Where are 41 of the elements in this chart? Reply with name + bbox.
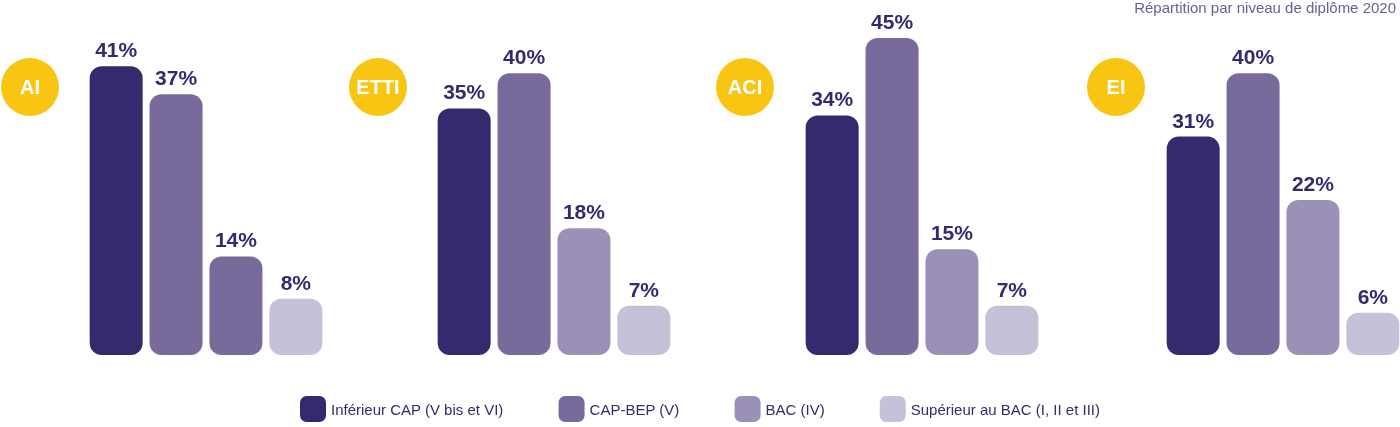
bar	[805, 115, 859, 355]
data-label: 7%	[996, 277, 1028, 301]
data-label: 41%	[95, 38, 138, 62]
data-label: 34%	[811, 87, 854, 111]
data-label: 18%	[562, 200, 606, 224]
bar	[149, 94, 203, 355]
text: ACI	[727, 76, 763, 98]
text: AI	[20, 76, 40, 98]
bar	[1286, 200, 1340, 355]
data-label: 15%	[930, 221, 974, 245]
bar	[437, 108, 491, 355]
data-label: 37%	[155, 66, 198, 90]
bar	[1226, 73, 1280, 355]
bar	[209, 256, 263, 355]
data-label: 40%	[503, 45, 546, 69]
bar	[497, 73, 551, 355]
data-label: 7%	[628, 277, 660, 301]
chart-title: EI	[1106, 76, 1126, 98]
bar	[925, 249, 979, 355]
legend-label: Supérieur au BAC (I, II et III)	[910, 400, 1100, 418]
bar	[1166, 136, 1220, 355]
data-label: 35%	[443, 80, 486, 104]
data-label: 6%	[1357, 284, 1389, 308]
bar	[269, 298, 323, 355]
legend-label: CAP-BEP (V)	[589, 400, 680, 418]
bar	[617, 305, 671, 355]
chart-subtitle: Répartition par niveau de diplôme 2020	[1134, 0, 1396, 16]
data-label: 14%	[214, 228, 258, 252]
data-label: 8%	[280, 270, 312, 294]
bar	[865, 38, 919, 355]
bar	[985, 305, 1039, 355]
bar	[557, 228, 611, 355]
data-label: 45%	[871, 10, 914, 33]
data-label: 40%	[1232, 45, 1275, 69]
legend-label: Inférieur CAP (V bis et VI)	[331, 400, 504, 418]
data-label: 22%	[1291, 172, 1335, 196]
bar	[89, 66, 143, 355]
bar	[1346, 312, 1400, 355]
chart-title: ETTI	[356, 76, 400, 98]
legend-label: BAC (IV)	[765, 400, 825, 418]
data-label: 31%	[1172, 108, 1215, 132]
